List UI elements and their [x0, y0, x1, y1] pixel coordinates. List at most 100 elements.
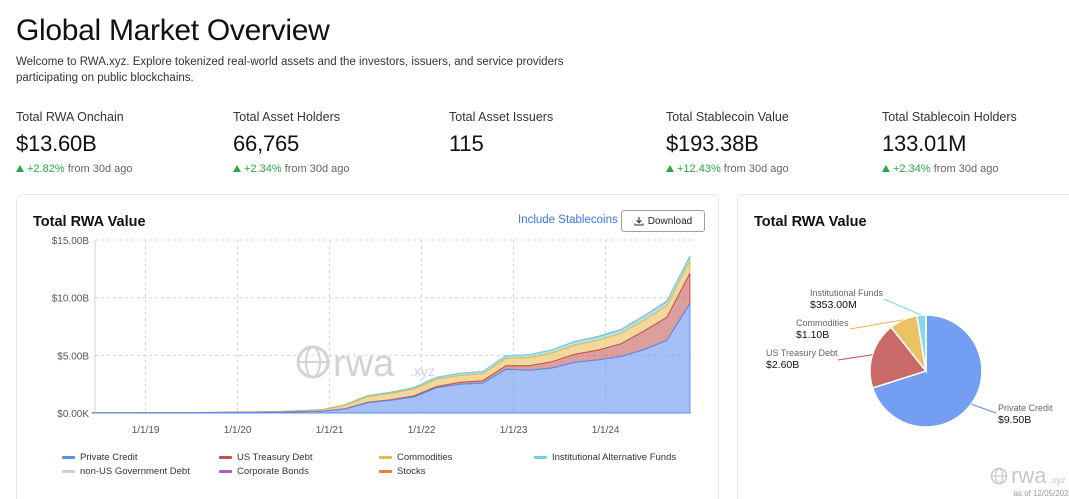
legend-item-institutional-alternative-funds[interactable]: Institutional Alternative Funds: [534, 452, 676, 463]
legend-item-non-us-government-debt[interactable]: non-US Government Debt: [62, 466, 190, 477]
stat-label: Total RWA Onchain: [16, 110, 124, 124]
pie-chart: Private Credit$9.50B US Treasury Debt$2.6…: [766, 288, 1053, 428]
legend-swatch: [62, 470, 75, 473]
pie-value-private-credit: $9.50B: [998, 414, 1031, 426]
pie-slice-institutional-funds: [916, 314, 927, 372]
stat-label: Total Asset Holders: [233, 110, 340, 124]
legend-swatch: [219, 470, 232, 473]
legend-label: Stocks: [397, 466, 426, 477]
globe-icon: [990, 467, 1008, 485]
legend-label: non-US Government Debt: [80, 466, 190, 477]
page-title: Global Market Overview: [16, 14, 330, 47]
y-tick-label: $10.00B: [52, 294, 90, 305]
stat-change: +2.34% from 30d ago: [882, 163, 1069, 175]
x-tick-label: 1/1/19: [132, 425, 160, 436]
legend-item-us-treasury-debt[interactable]: US Treasury Debt: [219, 452, 313, 463]
pie-label-institutional-funds: Institutional Funds: [810, 288, 884, 298]
pie-leader-private-credit: [971, 403, 997, 414]
stat-change-value: +12.43%: [677, 163, 721, 175]
legend-swatch: [379, 456, 392, 459]
up-arrow-icon: [882, 165, 890, 172]
pie-slice-us-treasury-debt: [869, 326, 928, 389]
x-tick-label: 1/1/21: [316, 425, 344, 436]
x-tick-label: 1/1/20: [224, 425, 252, 436]
rwa-watermark-logo: rwa .xyz: [296, 343, 435, 385]
stat-change-suffix: from 30d ago: [933, 163, 999, 175]
download-icon: [634, 217, 644, 226]
stat-change-suffix: from 30d ago: [67, 163, 133, 175]
legend-item-commodities[interactable]: Commodities: [379, 452, 452, 463]
legend-swatch: [534, 456, 547, 459]
stat-stablecoin-holders: Total Stablecoin Holders 133.01M +2.34% …: [882, 110, 1069, 175]
card-title: Total RWA Value: [33, 214, 146, 230]
stat-label: Total Asset Issuers: [449, 110, 554, 124]
stat-total-rwa: Total RWA Onchain $13.60B +2.82% from 30…: [16, 110, 226, 175]
x-tick-label: 1/1/22: [408, 425, 436, 436]
legend-item-stocks[interactable]: Stocks: [379, 466, 426, 477]
stat-change: +12.43% from 30d ago: [666, 163, 876, 175]
pie-label-us-treasury-debt: US Treasury Debt: [766, 348, 838, 358]
download-button[interactable]: Download: [621, 210, 705, 232]
stat-asset-holders: Total Asset Holders 66,765 +2.34% from 3…: [233, 110, 443, 175]
include-stablecoins-link[interactable]: Include Stablecoins: [518, 214, 618, 226]
stat-change-suffix: from 30d ago: [284, 163, 350, 175]
pie-leader-us-treasury-debt: [837, 354, 873, 361]
watermark-text: rwa: [1011, 463, 1047, 488]
stat-change: +2.82% from 30d ago: [16, 163, 226, 175]
legend-label: Corporate Bonds: [237, 466, 309, 477]
legend-label: US Treasury Debt: [237, 452, 313, 463]
stat-stablecoin-value: Total Stablecoin Value $193.38B +12.43% …: [666, 110, 876, 175]
as-of-date: as of 12/05/2024: [1013, 489, 1069, 498]
stat-value: 133.01M: [882, 131, 967, 156]
legend-swatch: [62, 456, 75, 459]
pie-value-institutional-funds: $353.00M: [810, 299, 857, 311]
card-title: Total RWA Value: [754, 214, 867, 230]
stat-change-value: +2.34%: [893, 163, 931, 175]
area-series-private-credit: [91, 301, 691, 414]
y-tick-label: $15.00B: [52, 236, 90, 247]
download-label: Download: [647, 215, 693, 227]
stat-change-value: +2.82%: [27, 163, 65, 175]
pie-slice-private-credit: [871, 314, 983, 428]
up-arrow-icon: [233, 165, 241, 172]
stat-value: 115: [449, 131, 484, 156]
legend-label: Private Credit: [80, 452, 138, 463]
legend-label: Commodities: [397, 452, 453, 463]
stats-row: Total RWA Onchain $13.60B +2.82% from 30…: [16, 110, 1069, 180]
legend-swatch: [219, 456, 232, 459]
pie-label-private-credit: Private Credit: [998, 403, 1053, 413]
pie-value-us-treasury-debt: $2.60B: [766, 359, 799, 371]
y-tick-label: $0.00K: [57, 409, 89, 420]
area-chart-legend: Private Credit US Treasury Debt Commoditie…: [62, 452, 702, 482]
watermark-text: rwa: [333, 343, 395, 385]
watermark-suffix: .xyz: [1049, 475, 1066, 485]
stat-change-suffix: from 30d ago: [723, 163, 789, 175]
stat-value: $193.38B: [666, 131, 759, 156]
stat-asset-issuers: Total Asset Issuers 115: [449, 110, 659, 157]
stat-label: Total Stablecoin Value: [666, 110, 789, 124]
y-tick-label: $5.00B: [57, 351, 89, 362]
pie-leader-commodities: [849, 319, 904, 330]
legend-item-private-credit[interactable]: Private Credit: [62, 452, 138, 463]
stat-label: Total Stablecoin Holders: [882, 110, 1017, 124]
x-tick-label: 1/1/23: [500, 425, 528, 436]
intro-text: Welcome to RWA.xyz. Explore tokenized re…: [16, 56, 564, 84]
rwa-value-area-card: Total RWA Value Include Stablecoins Down…: [16, 194, 719, 499]
pie-value-commodities: $1.10B: [796, 329, 829, 341]
stat-change: +2.34% from 30d ago: [233, 163, 443, 175]
stat-value: 66,765: [233, 131, 300, 156]
rwa-value-pie-card: Total RWA Value Private Credit $9.50B US T…: [737, 194, 1069, 499]
up-arrow-icon: [16, 165, 24, 172]
legend-swatch: [379, 470, 392, 473]
up-arrow-icon: [666, 165, 674, 172]
legend-item-corporate-bonds[interactable]: Corporate Bonds: [219, 466, 309, 477]
x-tick-label: 1/1/24: [592, 425, 620, 436]
rwa-watermark-logo: rwa .xyz: [990, 463, 1065, 489]
pie-label-commodities: Commodities: [796, 318, 849, 328]
watermark-suffix: .xyz: [410, 363, 435, 379]
pie-leader-institutional-funds: [883, 298, 922, 316]
stat-change-value: +2.34%: [244, 163, 282, 175]
legend-label: Institutional Alternative Funds: [552, 452, 677, 463]
stat-value: $13.60B: [16, 131, 97, 156]
area-chart: $0.00K $5.00B $10.00B $15.00B 1/1/19 1/1/20 1/…: [52, 236, 693, 436]
